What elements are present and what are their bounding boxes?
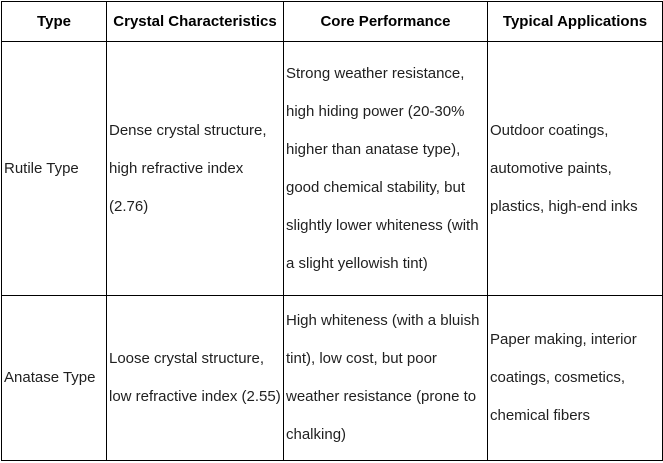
cell-anatase-typical-applications: Paper making, interior coatings, cosmeti… bbox=[487, 295, 663, 461]
column-header-core-performance: Core Performance bbox=[283, 1, 488, 42]
cell-rutile-core-performance: Strong weather resistance, high hiding p… bbox=[283, 41, 488, 296]
cell-anatase-type: Anatase Type bbox=[1, 295, 107, 461]
column-header-type: Type bbox=[1, 1, 107, 42]
column-header-crystal-characteristics: Crystal Characteristics bbox=[106, 1, 284, 42]
table-row-anatase: Anatase Type Loose crystal structure, lo… bbox=[1, 295, 663, 461]
cell-rutile-crystal-characteristics: Dense crystal structure, high refractive… bbox=[106, 41, 284, 296]
cell-anatase-crystal-characteristics: Loose crystal structure, low refractive … bbox=[106, 295, 284, 461]
cell-rutile-typical-applications: Outdoor coatings, automotive paints, pla… bbox=[487, 41, 663, 296]
column-header-typical-applications: Typical Applications bbox=[487, 1, 663, 42]
cell-rutile-type: Rutile Type bbox=[1, 41, 107, 296]
header-row: Type Crystal Characteristics Core Perfor… bbox=[1, 1, 663, 42]
cell-anatase-core-performance: High whiteness (with a bluish tint), low… bbox=[283, 295, 488, 461]
table-row-rutile: Rutile Type Dense crystal structure, hig… bbox=[1, 41, 663, 296]
